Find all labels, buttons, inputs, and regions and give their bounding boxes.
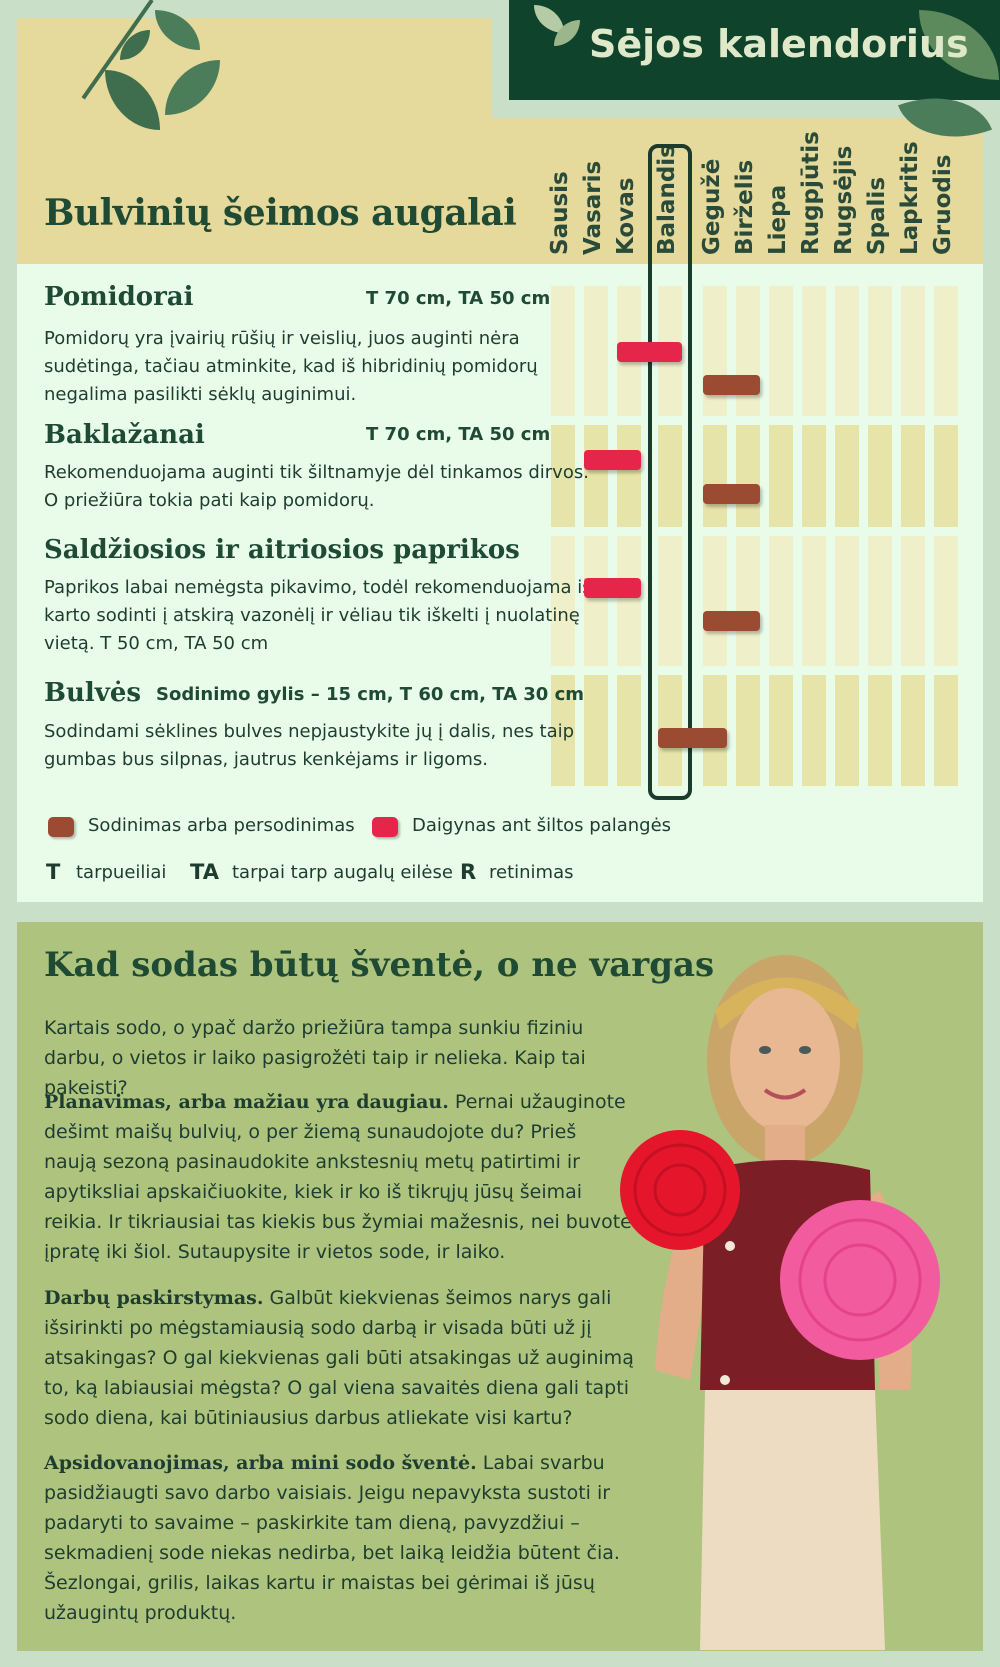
abbr-label-ta: tarpai tarp augalų eilėse	[232, 862, 453, 883]
legend-seedling-swatch	[372, 817, 398, 837]
month-label: Gegužė	[699, 158, 725, 255]
plant-desc-peppers: Paprikos labai nemėgsta pikavimo, todėl …	[44, 577, 592, 654]
planting-bar	[703, 484, 760, 504]
month-column-cell	[617, 536, 641, 666]
month-column-cell	[584, 286, 608, 416]
month-column-cell	[934, 675, 958, 786]
legend-seedling-label: Daigynas ant šiltos palangės	[412, 815, 672, 836]
plant-spacing-potatoes: Sodinimo gylis – 15 cm, T 60 cm, TA 30 c…	[156, 684, 585, 705]
month-label: Kovas	[613, 177, 639, 255]
banner-title: Sėjos kalendorius	[589, 22, 969, 66]
month-column-cell	[769, 286, 793, 416]
month-label: Sausis	[547, 171, 573, 255]
month-column-cell	[703, 536, 727, 666]
month-column-cell	[551, 536, 575, 666]
month-label: Gruodis	[930, 154, 956, 255]
planting-bar	[658, 728, 727, 748]
plant-desc-potatoes: Sodindami sėklines bulves nepjaustykite …	[44, 721, 575, 770]
month-column-cell	[901, 286, 925, 416]
month-column-cell	[617, 675, 641, 786]
month-column-cell	[934, 286, 958, 416]
calendar-banner: Sėjos kalendorius	[509, 0, 1000, 100]
month-column-cell	[769, 675, 793, 786]
month-column-cell	[802, 286, 826, 416]
month-column-cell	[901, 536, 925, 666]
month-column-cell	[584, 425, 608, 527]
legend-planting-label: Sodinimas arba persodinimas	[88, 815, 355, 836]
seedling-bar	[617, 342, 682, 362]
month-column-cell	[736, 675, 760, 786]
calendar-header-band	[17, 118, 983, 264]
month-column-cell	[802, 425, 826, 527]
month-column-cell	[736, 286, 760, 416]
abbr-key-t: T	[46, 860, 61, 884]
month-column-cell	[584, 536, 608, 666]
planting-bar	[703, 375, 760, 395]
month-label: Liepa	[765, 184, 791, 255]
month-column-cell	[703, 425, 727, 527]
month-label: Rugpjūtis	[798, 131, 824, 255]
abbr-key-ta: TA	[190, 860, 219, 884]
section-title: Bulvinių šeimos augalai	[44, 192, 517, 234]
month-column-cell	[868, 286, 892, 416]
tips-title: Kad sodas būtų šventė, o ne vargas	[44, 945, 715, 985]
month-column-cell	[584, 675, 608, 786]
plant-spacing-eggplant: T 70 cm, TA 50 cm	[366, 424, 551, 445]
calendar-header-bg	[17, 18, 492, 118]
tip-planning: Planavimas, arba mažiau yra daugiau. Per…	[44, 1091, 632, 1263]
month-column-cell	[835, 425, 859, 527]
abbr-label-r: retinimas	[489, 862, 574, 883]
month-column-cell	[835, 536, 859, 666]
month-column-cell	[769, 425, 793, 527]
abbr-key-r: R	[460, 860, 477, 884]
plant-desc-tomatoes: Pomidorų yra įvairių rūšių ir veislių, j…	[44, 328, 538, 405]
month-column-cell	[658, 536, 682, 666]
month-column-cell	[658, 425, 682, 527]
plant-name-eggplant: Baklažanai	[44, 420, 205, 450]
month-column-cell	[835, 286, 859, 416]
leaf-branch-decoration	[81, 0, 245, 140]
month-column-cell	[769, 536, 793, 666]
highlighted-month-frame	[648, 144, 692, 800]
month-label: Spalis	[864, 176, 890, 255]
month-column-cell	[736, 425, 760, 527]
month-column-cell	[901, 425, 925, 527]
seedling-bar	[584, 578, 641, 598]
month-column-cell	[551, 675, 575, 786]
plant-spacing-tomatoes: T 70 cm, TA 50 cm	[366, 288, 551, 309]
month-column-cell	[617, 425, 641, 527]
month-column-cell	[802, 675, 826, 786]
month-column-cell	[551, 286, 575, 416]
abbr-label-t: tarpueiliai	[76, 862, 167, 883]
month-column-cell	[934, 536, 958, 666]
month-column-cell	[703, 286, 727, 416]
month-column-cell	[551, 425, 575, 527]
month-column-cell	[868, 675, 892, 786]
tip-work-distribution: Darbų paskirstymas. Galbūt kiekvienas še…	[44, 1287, 634, 1429]
month-column-cell	[802, 536, 826, 666]
planting-bar	[703, 611, 760, 631]
month-column-cell	[868, 536, 892, 666]
plant-desc-eggplant: Rekomenduojama auginti tik šiltnamyje dė…	[44, 462, 589, 511]
month-label: Birželis	[732, 159, 758, 255]
tips-intro: Kartais sodo, o ypač daržo priežiūra tam…	[44, 1017, 586, 1099]
seedling-bar	[584, 450, 641, 470]
month-column-cell	[934, 425, 958, 527]
legend-planting-swatch	[48, 817, 74, 837]
tip-garden-celebration: Apsidovanojimas, arba mini sodo šventė. …	[44, 1452, 620, 1624]
month-label: Rugsėjis	[831, 145, 857, 255]
plant-name-tomatoes: Pomidorai	[44, 282, 194, 312]
month-column-cell	[901, 675, 925, 786]
plant-name-potatoes: Bulvės	[44, 678, 142, 708]
month-column-cell	[868, 425, 892, 527]
month-label: Vasaris	[580, 160, 606, 255]
month-column-cell	[835, 675, 859, 786]
woman-photo	[620, 950, 960, 1650]
month-label: Lapkritis	[897, 141, 923, 255]
plant-name-peppers: Saldžiosios ir aitriosios paprikos	[44, 535, 520, 565]
month-column-cell	[736, 536, 760, 666]
